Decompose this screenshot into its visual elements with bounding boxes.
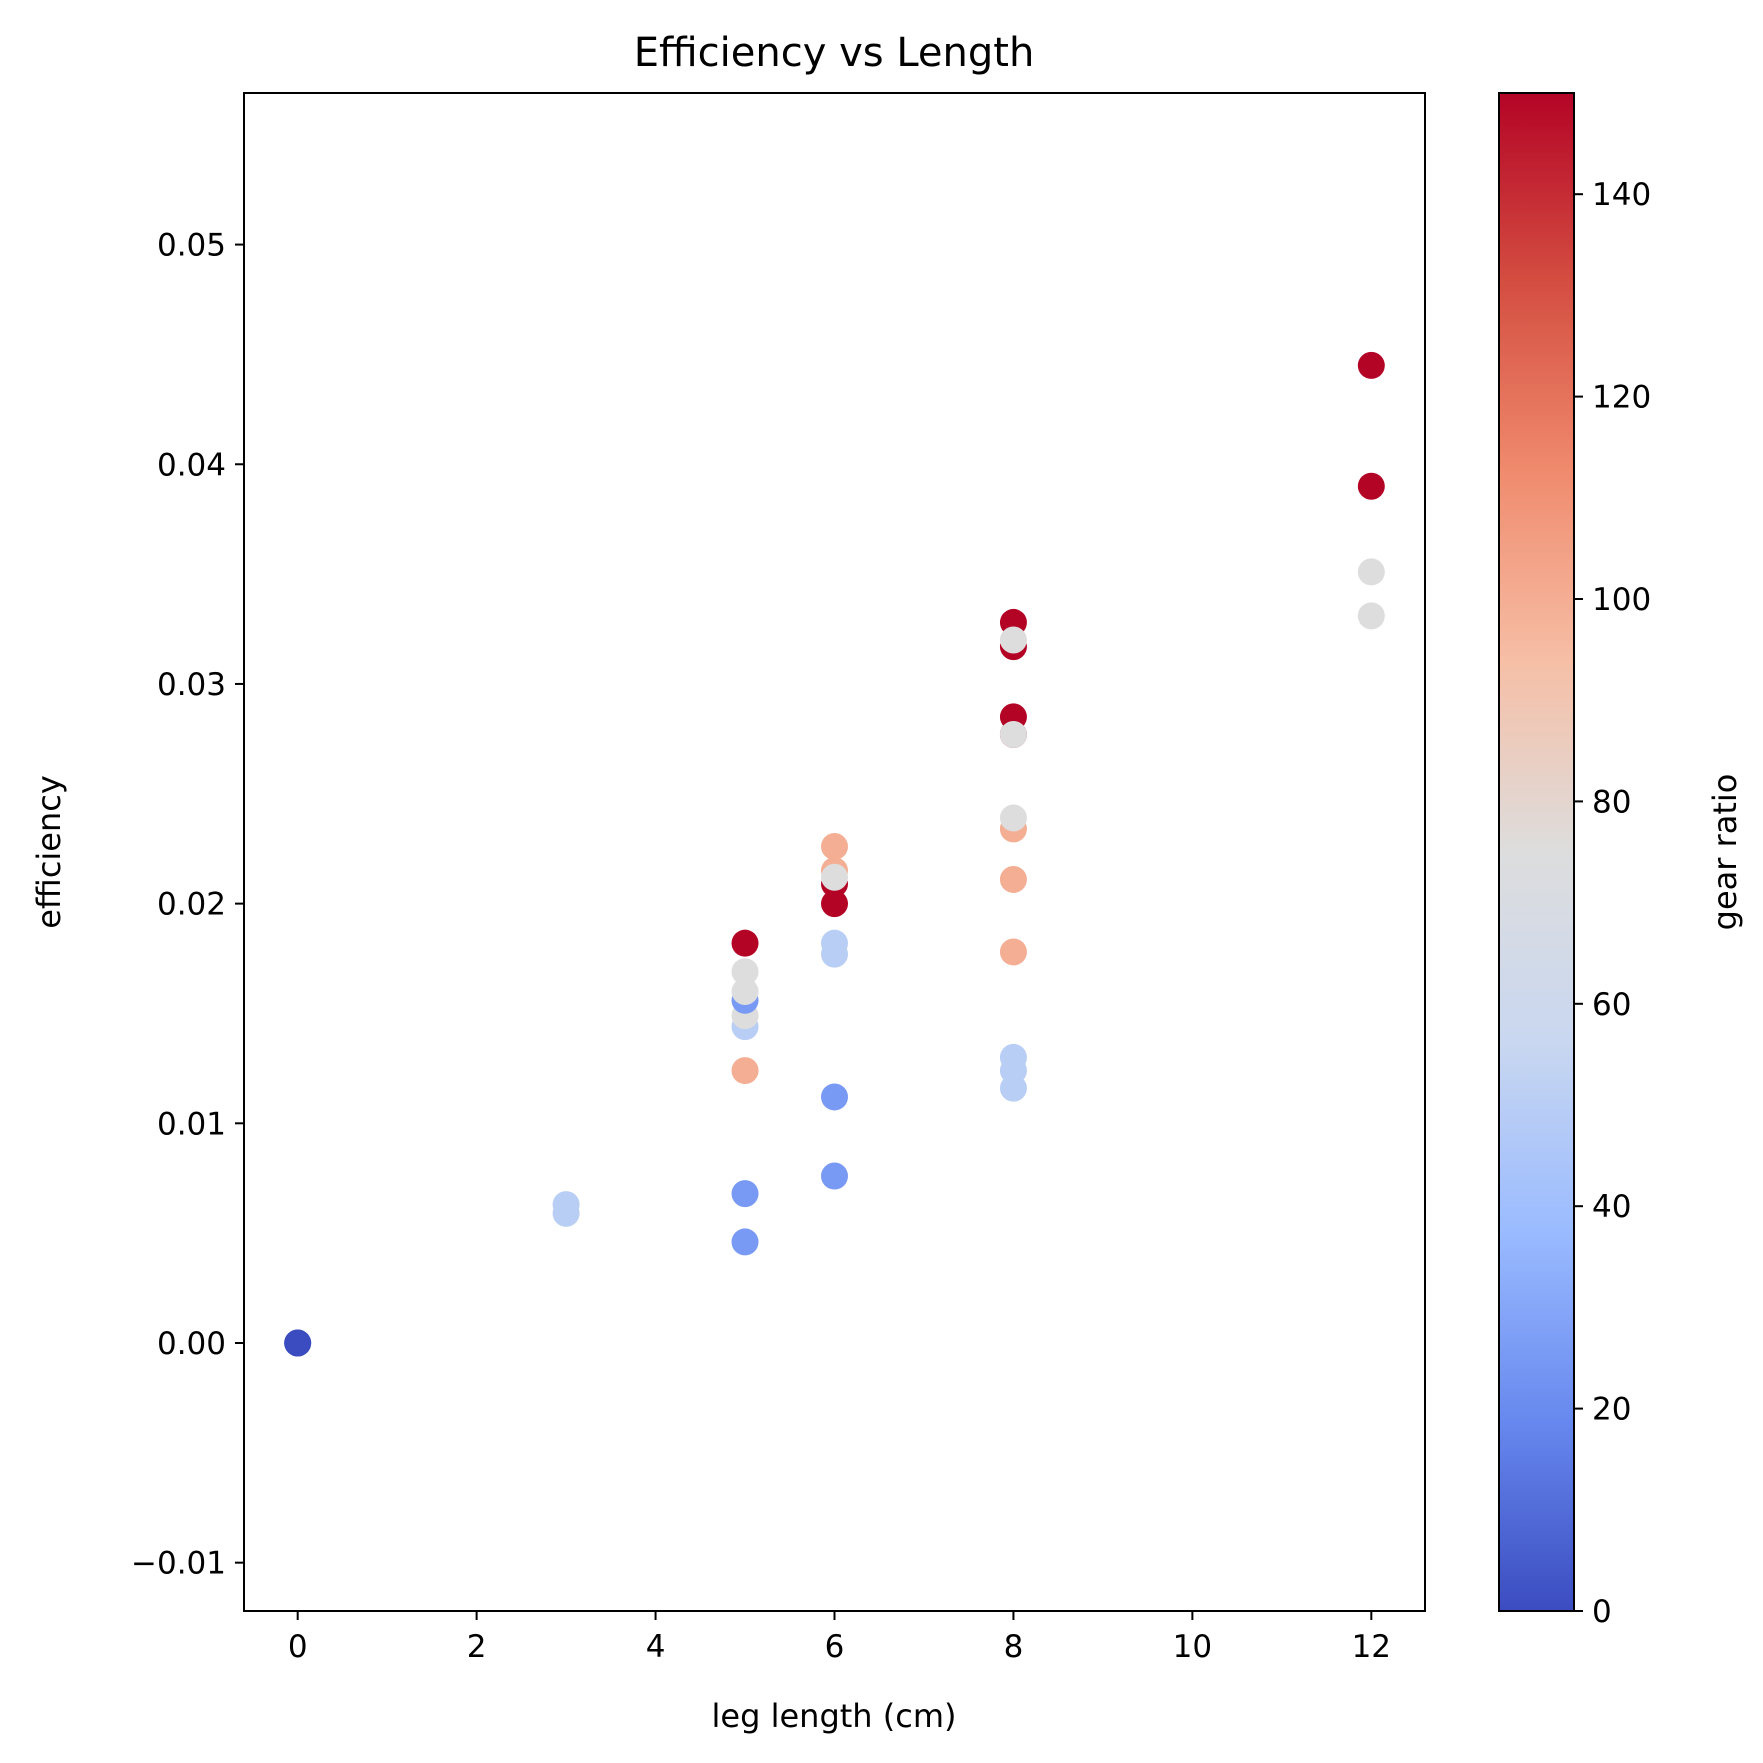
colorbar-tick-label: 20 bbox=[1592, 1392, 1631, 1428]
y-tick-label: −0.01 bbox=[131, 1546, 226, 1582]
y-tick-label: 0.04 bbox=[157, 447, 226, 483]
x-tick-label: 2 bbox=[467, 1629, 487, 1665]
data-point-1 bbox=[284, 1329, 312, 1357]
data-point-16 bbox=[821, 929, 848, 957]
colorbar-tick-label: 40 bbox=[1592, 1189, 1631, 1225]
data-point-11 bbox=[731, 958, 759, 986]
colorbar-tick-label: 60 bbox=[1592, 987, 1631, 1023]
colorbar-tick-label: 0 bbox=[1592, 1594, 1612, 1630]
data-point-20 bbox=[821, 833, 848, 861]
data-point-13 bbox=[821, 1162, 848, 1190]
x-tick-label: 6 bbox=[825, 1629, 845, 1665]
data-point-36 bbox=[1357, 558, 1385, 586]
y-tick-label: 0.00 bbox=[157, 1326, 226, 1362]
data-point-38 bbox=[1357, 351, 1385, 379]
data-point-35 bbox=[1357, 602, 1385, 630]
data-point-6 bbox=[731, 1057, 759, 1085]
colorbar-ticks: 0 20 40 60 80 100 120 140 bbox=[1574, 177, 1651, 1630]
data-point-10 bbox=[731, 977, 759, 1005]
y-axis-ticks: −0.01 0.00 0.01 0.02 0.03 0.04 0.05 bbox=[131, 228, 244, 1582]
data-point-34 bbox=[999, 626, 1027, 654]
data-point-33 bbox=[999, 720, 1027, 748]
data-point-5 bbox=[731, 1180, 759, 1208]
y-tick-label: 0.05 bbox=[157, 228, 226, 264]
y-axis-label: efficiency bbox=[30, 775, 68, 929]
data-point-25 bbox=[999, 938, 1027, 966]
chart-title: Efficiency vs Length bbox=[634, 30, 1035, 76]
data-point-24 bbox=[999, 1043, 1027, 1071]
y-tick-label: 0.03 bbox=[157, 667, 226, 703]
colorbar-label: gear ratio bbox=[1706, 774, 1744, 931]
data-point-37 bbox=[1357, 472, 1385, 500]
data-point-21 bbox=[821, 863, 848, 891]
colorbar bbox=[1498, 92, 1575, 1612]
y-tick-label: 0.02 bbox=[157, 887, 226, 923]
data-point-26 bbox=[999, 865, 1027, 893]
data-point-28 bbox=[999, 804, 1027, 832]
colorbar-tick-label: 80 bbox=[1592, 784, 1631, 820]
data-point-4 bbox=[731, 1228, 759, 1256]
x-tick-label: 12 bbox=[1352, 1629, 1391, 1665]
x-tick-label: 0 bbox=[288, 1629, 308, 1665]
x-tick-label: 10 bbox=[1173, 1629, 1212, 1665]
colorbar-tick-label: 100 bbox=[1592, 582, 1651, 618]
x-axis-ticks: 0 2 4 6 8 10 12 bbox=[288, 1611, 1391, 1665]
data-point-14 bbox=[821, 1083, 848, 1111]
data-point-17 bbox=[821, 890, 848, 918]
colorbar-tick-label: 120 bbox=[1592, 380, 1651, 416]
x-axis-label: leg length (cm) bbox=[712, 1697, 957, 1735]
points-layer bbox=[284, 351, 1385, 1357]
data-point-12 bbox=[731, 929, 759, 957]
colorbar-tick-label: 140 bbox=[1592, 177, 1651, 213]
data-point-3 bbox=[552, 1191, 580, 1219]
x-tick-label: 4 bbox=[646, 1629, 666, 1665]
y-tick-label: 0.01 bbox=[157, 1106, 226, 1142]
x-tick-label: 8 bbox=[1004, 1629, 1024, 1665]
